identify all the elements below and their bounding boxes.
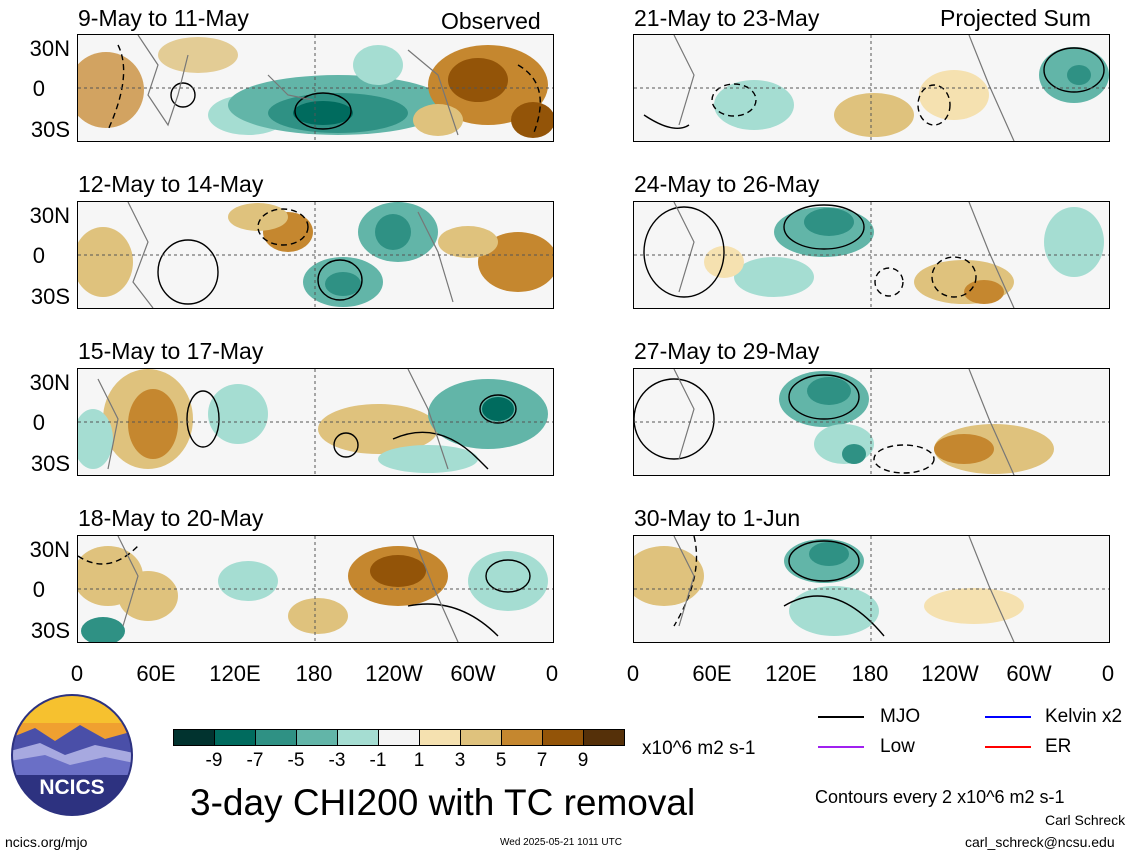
lon-label-120e: 120E [209,661,261,686]
er-legend-label: ER [1045,736,1072,757]
map-panel-proj-4 [633,535,1110,643]
main-title: 3-day CHI200 with TC removal [190,782,696,823]
colorbar-tick-label: -9 [205,750,223,771]
colorbar-tick-label: 7 [536,750,548,771]
lat-label-0: 0 [32,243,45,268]
colorbar-tick-label: 1 [413,750,425,771]
panel-title-8: 30-May to 1-Jun [634,505,801,531]
lat-label-30s: 30S [30,451,70,476]
lat-label-30s: 30S [30,284,70,309]
panel-title-6: 24-May to 26-May [634,171,820,197]
observed-label: Observed [441,8,541,34]
colorbar-cell [214,729,256,746]
lon-label-120w: 120W [365,661,423,686]
contour-note: Contours every 2 x10^6 m2 s-1 [815,787,1065,807]
colorbar-tick-label: 9 [577,750,589,771]
colorbar-cell [501,729,543,746]
panel-title-7: 27-May to 29-May [634,338,820,364]
map-panel-proj-3 [633,368,1110,476]
email[interactable]: carl_schreck@ncsu.edu [965,834,1115,850]
map-panel-obs-3 [77,368,554,476]
lon-label-0: 0 [70,661,84,686]
colorbar-cell [255,729,297,746]
colorbar-tick-label: -5 [287,750,305,771]
colorbar-cell [378,729,420,746]
low-legend-label: Low [880,736,915,757]
colorbar-cell [173,729,215,746]
lat-label-0: 0 [32,577,45,602]
lon-label-60e: 60E [692,661,732,686]
map-panel-proj-1 [633,34,1110,142]
colorbar-cell [419,729,461,746]
logo-text: NCICS [39,776,104,799]
kelvin-legend-label: Kelvin x2 [1045,706,1123,727]
colorbar-tick-label: 5 [495,750,507,771]
lat-label-0: 0 [32,410,45,435]
lon-label-60w: 60W [1006,661,1052,686]
lon-label-60w: 60W [450,661,496,686]
colorbar-tick-label: -7 [246,750,264,771]
lat-label-0: 0 [32,76,45,101]
lat-label-30n: 30N [29,370,70,395]
lat-label-30s: 30S [30,618,70,643]
map-panel-proj-2 [633,201,1110,309]
projected-sum-label: Projected Sum [940,5,1091,31]
lat-label-30s: 30S [30,117,70,142]
ncics-logo: NCICS [10,693,134,817]
colorbar-cell [460,729,502,746]
colorbar-tick-label: 3 [454,750,466,771]
lon-label-180: 180 [295,661,333,686]
lat-label-30n: 30N [29,203,70,228]
mjo-legend-line [818,716,864,718]
colorbar-tick-label: -1 [369,750,387,771]
site-link[interactable]: ncics.org/mjo [5,834,88,850]
colorbar-cell [542,729,584,746]
colorbar-cell [337,729,379,746]
map-panel-obs-2 [77,201,554,309]
colorbar-cell [296,729,338,746]
map-panel-obs-1 [77,34,554,142]
author: Carl Schreck [1045,812,1126,828]
lon-label-120e: 120E [765,661,817,686]
lon-label-0: 0 [626,661,640,686]
lat-label-30n: 30N [29,36,70,61]
map-panel-obs-4 [77,535,554,643]
lon-label-60e: 60E [136,661,176,686]
low-legend-line [818,746,864,748]
panel-title-2: 12-May to 14-May [78,171,264,197]
er-legend-line [985,746,1031,748]
kelvin-legend-line [985,716,1031,718]
panel-title-5: 21-May to 23-May [634,5,820,31]
mjo-legend-label: MJO [880,706,921,727]
lon-label-180: 180 [851,661,889,686]
lat-label-30n: 30N [29,537,70,562]
panel-title-4: 18-May to 20-May [78,505,264,531]
lon-label-0: 0 [1101,661,1115,686]
lon-label-120w: 120W [921,661,979,686]
colorbar-tick-label: -3 [328,750,346,771]
lon-label-0: 0 [545,661,559,686]
panel-title-3: 15-May to 17-May [78,338,264,364]
timestamp: Wed 2025-05-21 1011 UTC [500,837,622,848]
colorbar-units: x10^6 m2 s-1 [642,738,756,759]
colorbar-cell [583,729,625,746]
panel-title-1: 9-May to 11-May [78,5,249,31]
